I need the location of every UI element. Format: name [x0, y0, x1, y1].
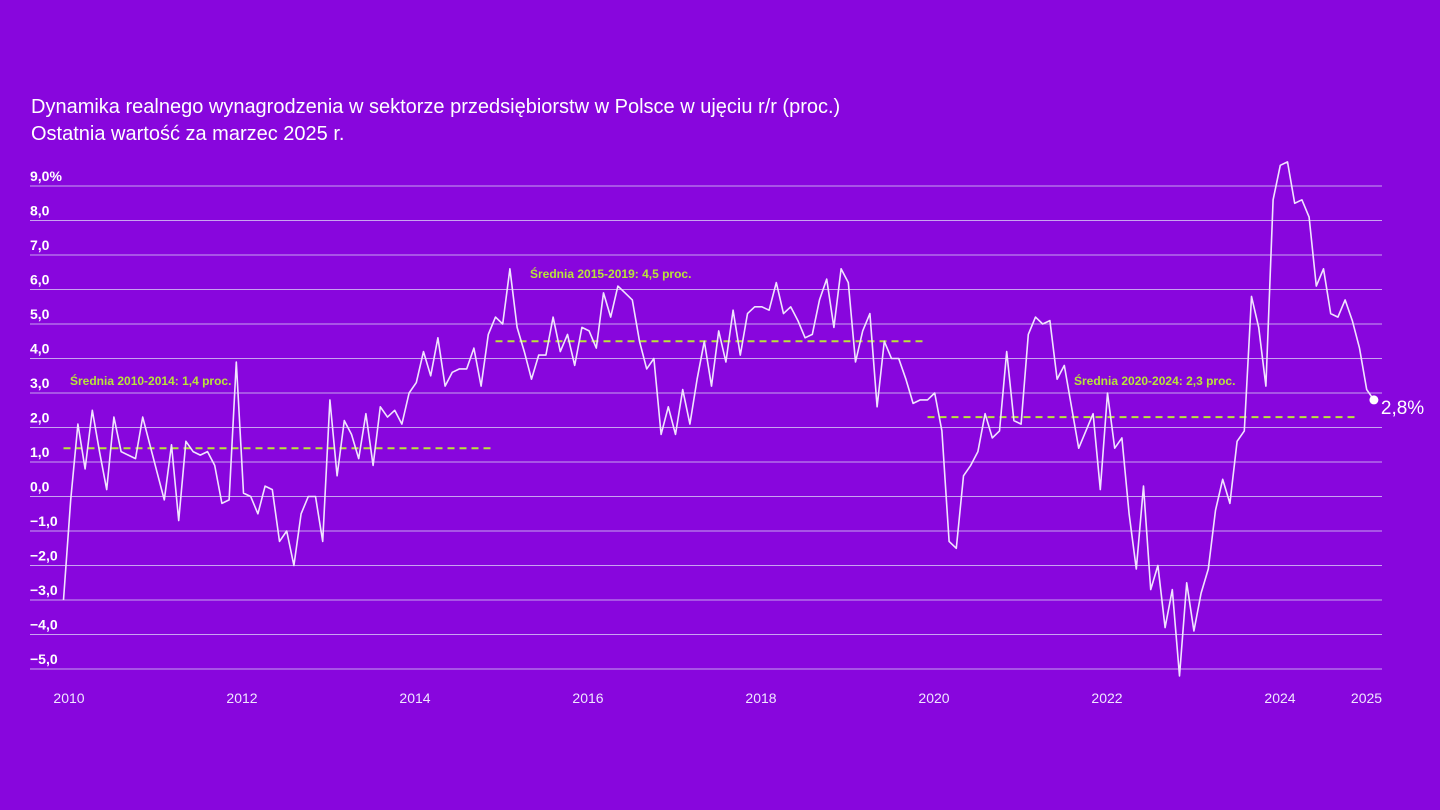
average-label: Średnia 2020-2024: 2,3 proc.	[1074, 373, 1235, 388]
y-tick-label: 2,0	[30, 410, 50, 426]
x-tick-label: 2010	[53, 690, 84, 706]
y-tick-label: 8,0	[30, 203, 50, 219]
y-tick-label: 9,0%	[30, 168, 62, 184]
y-tick-label: 5,0	[30, 306, 50, 322]
x-tick-label: 2024	[1264, 690, 1295, 706]
last-value-label: 2,8%	[1381, 398, 1424, 419]
average-label: Średnia 2015-2019: 4,5 proc.	[530, 266, 691, 281]
x-tick-label: 2018	[745, 690, 776, 706]
y-tick-label: −4,0	[30, 617, 58, 633]
chart-subtitle: Ostatnia wartość za marzec 2025 r.	[31, 123, 345, 145]
x-tick-label: 2025	[1351, 690, 1382, 706]
x-tick-label: 2020	[918, 690, 949, 706]
y-tick-label: −1,0	[30, 513, 58, 529]
y-tick-label: 1,0	[30, 444, 50, 460]
y-tick-label: 7,0	[30, 237, 50, 253]
y-tick-label: −3,0	[30, 582, 58, 598]
average-label: Średnia 2010-2014: 1,4 proc.	[70, 373, 231, 388]
x-tick-label: 2016	[572, 690, 603, 706]
x-tick-label: 2014	[399, 690, 430, 706]
last-point-marker	[1369, 395, 1379, 405]
series-line	[62, 161, 1375, 677]
y-tick-label: 0,0	[30, 479, 50, 495]
y-tick-label: 6,0	[30, 272, 50, 288]
y-tick-label: 4,0	[30, 341, 50, 357]
y-tick-label: −5,0	[30, 651, 58, 667]
x-tick-label: 2012	[226, 690, 257, 706]
chart-title: Dynamika realnego wynagrodzenia w sektor…	[31, 96, 841, 118]
x-tick-label: 2022	[1091, 690, 1122, 706]
y-tick-label: 3,0	[30, 375, 50, 391]
y-tick-label: −2,0	[30, 548, 58, 564]
